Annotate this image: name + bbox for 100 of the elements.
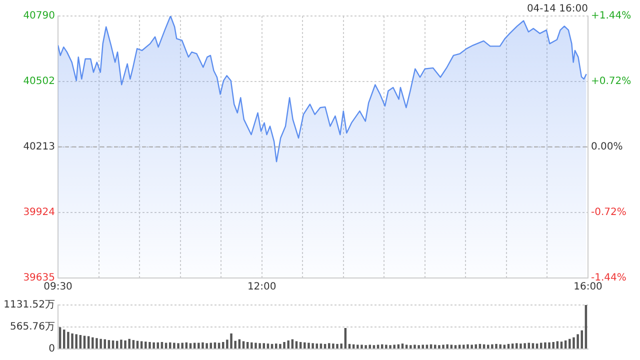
bar bbox=[295, 341, 298, 348]
bar bbox=[120, 340, 122, 348]
y-tick-label: 0 bbox=[48, 344, 55, 355]
bar bbox=[140, 341, 143, 348]
text: 04-14 16:00 bbox=[526, 4, 588, 15]
bar bbox=[503, 344, 506, 348]
bar bbox=[160, 342, 164, 348]
bar bbox=[279, 344, 282, 348]
bar bbox=[410, 345, 412, 348]
bar bbox=[299, 342, 302, 348]
bar bbox=[536, 344, 538, 348]
bar bbox=[360, 344, 363, 348]
bar bbox=[206, 343, 208, 348]
bar bbox=[422, 344, 424, 348]
bar bbox=[368, 344, 372, 348]
bar bbox=[499, 344, 502, 348]
y-tick-label: 40502 bbox=[23, 76, 55, 87]
bar bbox=[274, 344, 278, 348]
bar bbox=[438, 345, 440, 348]
x-tick-label: 12:00 bbox=[247, 282, 276, 293]
bar bbox=[450, 344, 453, 348]
bar bbox=[177, 343, 180, 348]
bar bbox=[266, 344, 270, 348]
y-tick-label: 40790 bbox=[23, 10, 55, 22]
bar bbox=[336, 344, 338, 348]
bar bbox=[520, 344, 522, 348]
bar bbox=[128, 338, 130, 348]
bar bbox=[470, 344, 473, 348]
bar bbox=[152, 342, 155, 348]
bar bbox=[246, 342, 249, 348]
bar bbox=[434, 344, 436, 348]
bar bbox=[495, 344, 498, 348]
bar bbox=[385, 344, 388, 348]
bar bbox=[560, 342, 563, 348]
bar bbox=[320, 344, 322, 348]
bar bbox=[364, 345, 367, 348]
bar bbox=[405, 344, 408, 348]
bar bbox=[312, 343, 314, 348]
bar bbox=[442, 344, 444, 348]
bar bbox=[446, 344, 448, 348]
bar bbox=[548, 342, 550, 348]
bar bbox=[148, 342, 151, 348]
bar bbox=[283, 342, 286, 348]
bar bbox=[316, 344, 318, 348]
bar bbox=[576, 334, 579, 348]
bar bbox=[356, 344, 359, 348]
y-tick-label: 565.76万 bbox=[10, 322, 55, 333]
bar bbox=[486, 344, 490, 348]
bar bbox=[524, 343, 526, 348]
bar bbox=[262, 343, 266, 348]
bar bbox=[328, 343, 330, 348]
bar bbox=[491, 344, 494, 348]
bar bbox=[100, 338, 102, 348]
bar bbox=[304, 342, 306, 348]
bar bbox=[181, 342, 184, 348]
y2-tick-label: +0.72% bbox=[591, 76, 632, 88]
bar bbox=[372, 345, 376, 348]
bar bbox=[393, 344, 396, 348]
bar bbox=[173, 342, 176, 348]
bar bbox=[516, 343, 518, 348]
y-tick-label: 39924 bbox=[23, 207, 55, 218]
bar bbox=[414, 344, 416, 348]
y2-tick-label: -0.72% bbox=[591, 207, 626, 218]
bar bbox=[308, 342, 310, 348]
y2-tick-label: +1.44% bbox=[591, 10, 632, 22]
bar bbox=[198, 342, 200, 348]
bar bbox=[466, 344, 469, 348]
bar bbox=[418, 345, 420, 348]
bar bbox=[401, 344, 404, 348]
bar bbox=[376, 344, 380, 348]
bar bbox=[58, 327, 62, 348]
bar bbox=[426, 344, 428, 348]
y-tick-label: 40213 bbox=[23, 141, 55, 152]
bar bbox=[568, 338, 571, 348]
x-tick-label: 09:30 bbox=[44, 282, 72, 293]
bar bbox=[87, 336, 90, 348]
bar bbox=[511, 344, 514, 348]
bar bbox=[189, 343, 192, 348]
bar bbox=[389, 345, 392, 348]
bar bbox=[458, 344, 461, 348]
bar bbox=[462, 344, 465, 348]
bar bbox=[258, 343, 261, 348]
bar bbox=[544, 342, 546, 348]
bar bbox=[71, 333, 74, 348]
bar bbox=[340, 344, 342, 348]
bar bbox=[254, 342, 257, 348]
bar bbox=[332, 344, 334, 348]
bar bbox=[230, 333, 232, 348]
bar bbox=[454, 345, 457, 348]
bar bbox=[242, 341, 245, 348]
bar bbox=[92, 337, 94, 348]
y2-tick-label: 0.00% bbox=[591, 142, 623, 153]
bar bbox=[124, 340, 126, 348]
bar bbox=[75, 334, 78, 348]
x-tick-label: 16:00 bbox=[574, 282, 602, 293]
bar bbox=[287, 340, 290, 348]
bar bbox=[222, 342, 224, 348]
bar bbox=[572, 337, 575, 348]
bar bbox=[96, 338, 98, 348]
bar bbox=[144, 342, 147, 348]
